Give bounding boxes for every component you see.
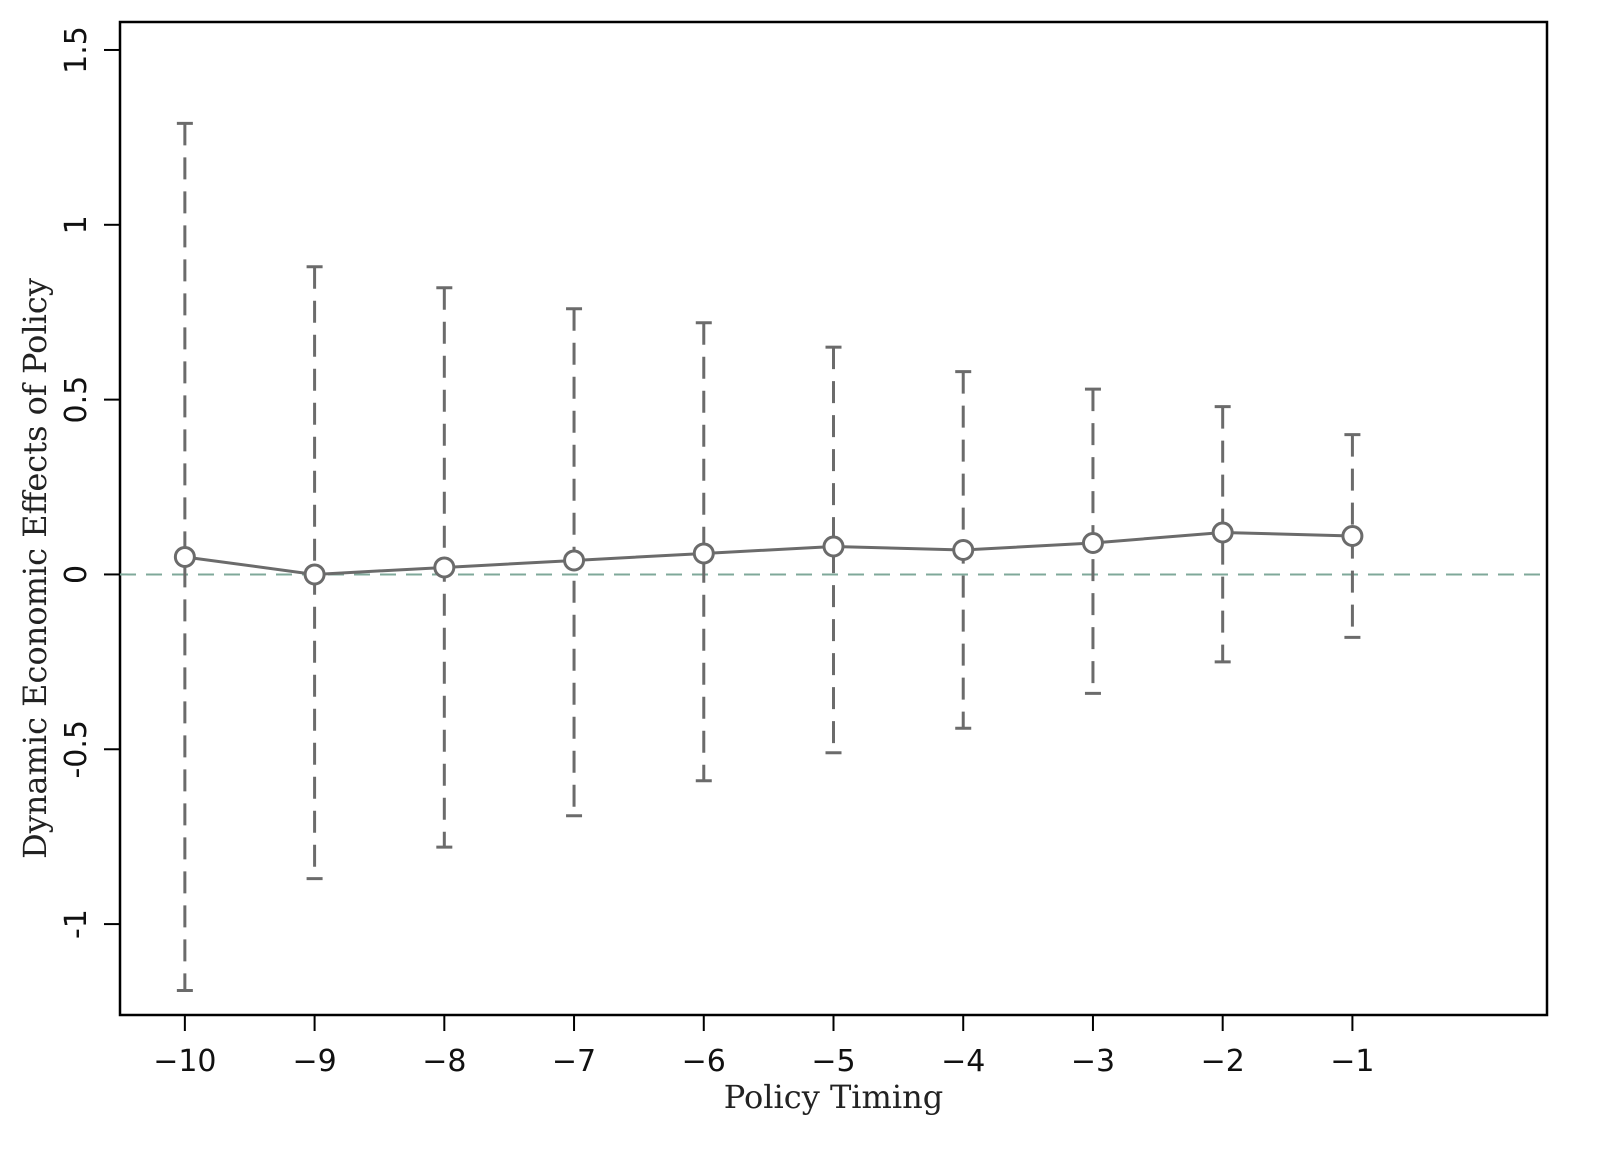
point-marker xyxy=(433,556,456,579)
x-tick-label: −3 xyxy=(1071,1044,1115,1079)
y-tick-label: -1 xyxy=(59,909,94,939)
x-tick-label: −2 xyxy=(1201,1044,1245,1079)
point-marker xyxy=(1341,524,1364,547)
x-tick-label: −7 xyxy=(552,1044,596,1079)
x-tick-label: −1 xyxy=(1330,1044,1374,1079)
error-bar xyxy=(306,265,323,881)
point-markers xyxy=(173,521,1364,586)
x-tick-label: −9 xyxy=(292,1044,336,1079)
error-bars xyxy=(176,121,1361,993)
point-marker xyxy=(952,538,975,561)
x-tick-label: −8 xyxy=(422,1044,466,1079)
point-marker xyxy=(692,542,715,565)
point-marker xyxy=(1211,521,1234,544)
y-tick-label: 0.5 xyxy=(59,376,94,424)
x-axis-title: Policy Timing xyxy=(724,1078,943,1116)
x-axis-ticks: −10 −9 −8 −7 −6 −5 −4 −3 −2 −1 xyxy=(153,1015,1375,1079)
y-tick-label: -0.5 xyxy=(59,720,94,779)
x-tick-label: −5 xyxy=(811,1044,855,1079)
y-tick-label: 0 xyxy=(59,565,94,584)
error-bar xyxy=(1214,405,1231,664)
x-tick-label: −10 xyxy=(153,1044,216,1079)
point-marker xyxy=(563,549,586,572)
point-marker xyxy=(173,545,196,568)
y-axis-ticks: -1 -0.5 0 0.5 1 1.5 xyxy=(59,26,120,939)
error-bar xyxy=(176,121,193,993)
point-marker xyxy=(1081,531,1104,554)
x-tick-label: −4 xyxy=(941,1044,985,1079)
x-tick-label: −6 xyxy=(682,1044,726,1079)
y-tick-label: 1 xyxy=(59,215,94,234)
error-bar xyxy=(825,345,842,755)
point-marker xyxy=(303,563,326,586)
series-line xyxy=(184,530,1353,576)
error-bar xyxy=(695,321,712,783)
point-marker xyxy=(822,535,845,558)
error-bar xyxy=(1344,433,1361,639)
y-tick-label: 1.5 xyxy=(59,26,94,74)
y-axis-title: Dynamic Economic Effects of Policy xyxy=(16,278,54,859)
